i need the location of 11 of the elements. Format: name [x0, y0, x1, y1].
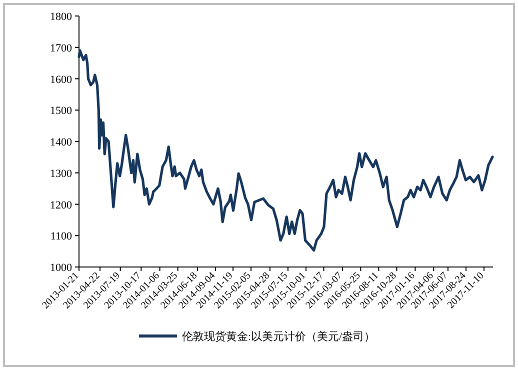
legend-label: 伦敦现货黄金:以美元计价（美元/盎司）: [182, 330, 376, 343]
y-tick-label: 1400: [50, 136, 72, 148]
y-tick-label: 1800: [50, 11, 72, 23]
y-tick-label: 1500: [50, 105, 72, 118]
line-series: [78, 49, 494, 252]
y-tick-label: 1100: [50, 230, 72, 243]
y-tick-label: 1300: [50, 168, 72, 180]
y-tick-label: 1200: [50, 199, 72, 212]
y-tick-label: 1700: [50, 42, 72, 54]
y-tick-label: 1000: [50, 262, 72, 274]
y-tick-label: 1600: [50, 74, 72, 86]
